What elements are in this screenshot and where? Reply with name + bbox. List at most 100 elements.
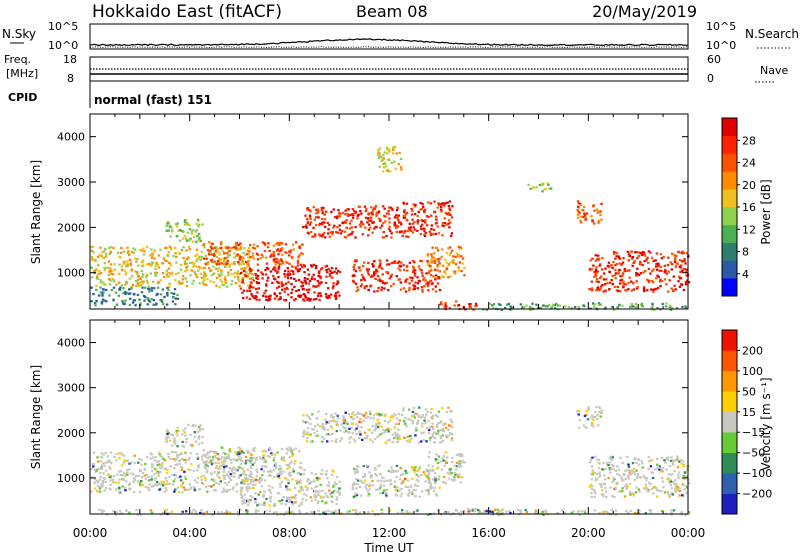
heatmap-cell — [449, 432, 452, 435]
heatmap-cell — [631, 264, 634, 267]
heatmap-cell — [234, 451, 237, 454]
heatmap-cell — [243, 273, 247, 276]
heatmap-cell — [325, 268, 328, 271]
heatmap-cell — [599, 412, 603, 415]
heatmap-cell — [292, 243, 295, 246]
heatmap-cell — [441, 224, 444, 227]
heatmap-cell — [260, 479, 263, 482]
heatmap-cell — [199, 424, 202, 427]
heatmap-cell — [199, 272, 202, 275]
heatmap-cell — [602, 462, 605, 465]
heatmap-cell — [288, 446, 291, 449]
heatmap-cell — [248, 246, 251, 249]
heatmap-cell — [243, 247, 246, 250]
heatmap-cell — [641, 263, 644, 266]
heatmap-cell — [142, 247, 145, 250]
heatmap-cell — [383, 287, 386, 290]
heatmap-cell — [668, 304, 672, 307]
heatmap-cell — [284, 260, 287, 263]
heatmap-cell — [352, 411, 355, 414]
heatmap-cell — [108, 294, 111, 297]
heatmap-cell — [263, 449, 266, 452]
heatmap-cell — [335, 498, 338, 501]
heatmap-cell — [596, 414, 599, 417]
heatmap-cell — [455, 465, 458, 468]
heatmap-cell — [263, 243, 267, 246]
heatmap-cell — [308, 417, 312, 420]
heatmap-cell — [101, 294, 104, 297]
heatmap-cell — [371, 213, 374, 216]
heatmap-cell — [663, 491, 667, 494]
heatmap-cell — [433, 200, 436, 203]
heatmap-cell — [469, 303, 473, 306]
heatmap-cell — [281, 242, 284, 245]
heatmap-cell — [288, 466, 291, 469]
heatmap-cell — [423, 473, 426, 476]
heatmap-cell — [410, 229, 413, 232]
heatmap-cell — [303, 264, 306, 267]
heatmap-cell — [440, 428, 443, 431]
heatmap-cell — [418, 406, 421, 409]
heatmap-cell — [428, 280, 432, 283]
heatmap-cell — [381, 491, 385, 495]
heatmap-cell — [138, 457, 141, 460]
heatmap-cell — [175, 457, 178, 460]
heatmap-cell — [309, 210, 312, 213]
heatmap-cell — [252, 456, 255, 460]
heatmap-cell — [399, 281, 403, 284]
heatmap-cell — [206, 465, 209, 468]
heatmap-cell — [136, 480, 140, 483]
heatmap-cell — [395, 417, 399, 420]
heatmap-cell — [115, 459, 118, 462]
heatmap-cell — [227, 274, 230, 277]
heatmap-cell — [595, 280, 598, 283]
heatmap-cell — [142, 253, 146, 256]
heatmap-cell — [293, 486, 297, 489]
heatmap-cell — [363, 205, 367, 208]
velocity-panel-frame — [89, 319, 689, 515]
heatmap-cell — [321, 427, 325, 430]
heatmap-cell — [457, 269, 461, 272]
heatmap-cell — [123, 261, 127, 264]
heatmap-cell — [239, 256, 242, 259]
heatmap-cell — [316, 208, 320, 211]
heatmap-cell — [272, 258, 275, 262]
heatmap-cell — [276, 270, 280, 273]
heatmap-cell — [252, 486, 255, 490]
heatmap-cell — [279, 241, 283, 245]
heatmap-cell — [510, 308, 513, 311]
heatmap-cell — [92, 251, 95, 254]
heatmap-cell — [414, 466, 417, 469]
heatmap-cell — [675, 489, 678, 492]
heatmap-cell — [317, 410, 320, 413]
heatmap-cell — [598, 482, 602, 486]
heatmap-cell — [406, 278, 409, 281]
heatmap-cell — [506, 303, 509, 306]
heatmap-cell — [682, 463, 686, 466]
heatmap-cell — [265, 450, 268, 453]
heatmap-cell — [381, 280, 384, 283]
heatmap-cell — [246, 468, 250, 471]
heatmap-cell — [240, 262, 243, 265]
heatmap-cell — [278, 473, 281, 476]
heatmap-cell — [193, 435, 196, 438]
heatmap-cell — [185, 437, 188, 440]
heatmap-cell — [101, 481, 105, 484]
heatmap-cell — [203, 266, 206, 269]
heatmap-cell — [480, 511, 483, 514]
heatmap-cell — [611, 274, 614, 278]
heatmap-cell — [593, 222, 596, 225]
heatmap-cell — [403, 209, 406, 212]
heatmap-cell — [261, 277, 264, 280]
heatmap-cell — [321, 435, 324, 438]
heatmap-cell — [263, 292, 266, 295]
heatmap-cell — [348, 427, 351, 430]
nsky-tick-top: 10^5 — [48, 20, 78, 33]
heatmap-cell — [448, 226, 451, 229]
heatmap-cell — [598, 411, 601, 414]
heatmap-cell — [330, 210, 333, 213]
heatmap-cell — [286, 261, 289, 264]
heatmap-cell — [223, 477, 226, 480]
heatmap-cell — [224, 265, 227, 269]
heatmap-cell — [433, 252, 436, 255]
